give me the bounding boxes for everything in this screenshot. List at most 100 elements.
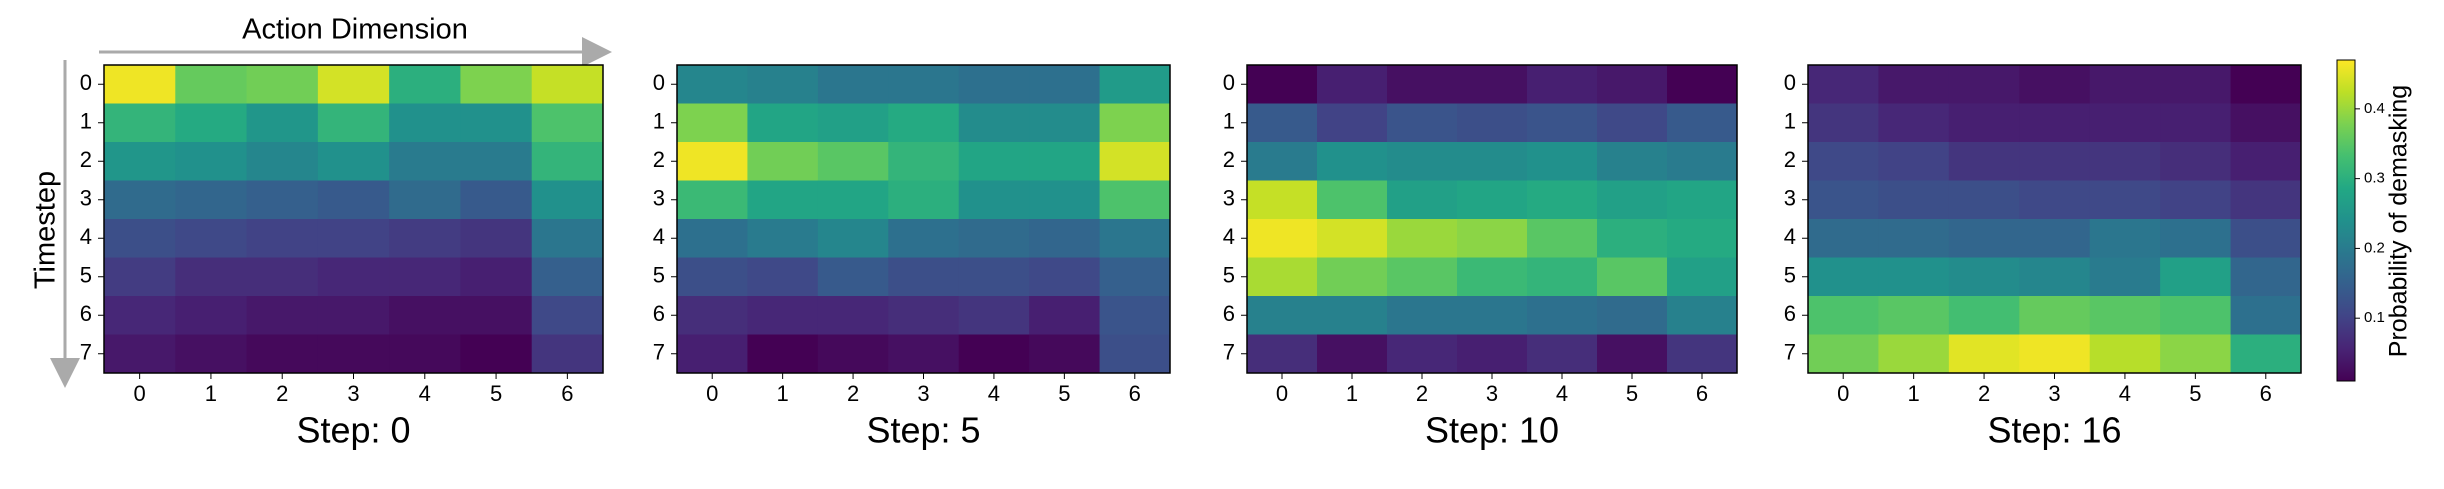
heatmap-cell — [317, 334, 390, 374]
heatmap-cell — [1808, 296, 1879, 335]
heatmap-cell — [1667, 296, 1738, 335]
heatmap-cell — [1808, 142, 1879, 181]
heatmap-cell — [1878, 219, 1950, 258]
heatmap-cell — [677, 65, 748, 104]
heatmap-cell — [104, 180, 176, 220]
heatmap-cell — [104, 142, 176, 181]
heatmap-cell — [1527, 142, 1598, 181]
heatmap-cell — [1387, 257, 1458, 297]
heatmap-cell — [1029, 180, 1101, 220]
heatmap-cell — [2160, 103, 2232, 143]
heatmap-cell — [1387, 219, 1458, 258]
heatmap-cell — [958, 219, 1030, 258]
heatmap-cell — [317, 296, 390, 335]
y-tick-label: 6 — [80, 301, 92, 326]
heatmap-cell — [817, 219, 889, 258]
y-tick-label: 7 — [1784, 340, 1796, 365]
heatmap-cell — [317, 65, 390, 104]
x-tick-label: 0 — [134, 381, 146, 406]
heatmap-cell — [1457, 257, 1528, 297]
heatmap-cell — [1247, 180, 1318, 220]
heatmap-cell — [677, 296, 748, 335]
heatmap-cell — [747, 103, 819, 143]
heatmap-cell — [1317, 103, 1388, 143]
heatmap-cell — [1667, 103, 1738, 143]
y-tick-label: 4 — [1223, 224, 1235, 249]
heatmap-cell — [1457, 219, 1528, 258]
heatmap-cell — [817, 65, 889, 104]
heatmap-cell — [958, 180, 1030, 220]
heatmap-cell — [460, 180, 533, 220]
heatmap-cell — [246, 65, 319, 104]
heatmap-cell — [175, 65, 248, 104]
heatmap-cell — [1948, 180, 2020, 220]
heatmap-cell — [958, 257, 1030, 297]
heatmap-cell — [1317, 65, 1388, 104]
chart-title: Step: 0 — [296, 410, 410, 451]
heatmap-cell — [1667, 257, 1738, 297]
heatmap-cell — [1317, 219, 1388, 258]
heatmap-cell — [888, 65, 960, 104]
heatmap-cell — [677, 180, 748, 220]
y-tick-label: 7 — [80, 340, 92, 365]
heatmap-cell — [175, 334, 248, 374]
heatmap-cell — [888, 142, 960, 181]
heatmap-cell — [2160, 296, 2232, 335]
heatmap-cell — [1527, 219, 1598, 258]
heatmap-cell — [246, 142, 319, 181]
heatmap-cell — [2089, 180, 2161, 220]
heatmap-cell — [2230, 103, 2302, 143]
heatmap-cell — [1667, 334, 1738, 374]
x-tick-label: 1 — [777, 381, 789, 406]
heatmap-cell — [1099, 257, 1171, 297]
heatmap-cell — [1099, 103, 1171, 143]
heatmap-cell — [2160, 257, 2232, 297]
y-tick-label: 7 — [653, 340, 665, 365]
heatmap-cell — [1457, 103, 1528, 143]
heatmap-cell — [2019, 65, 2091, 104]
heatmap-cell — [1317, 142, 1388, 181]
x-tick-label: 5 — [1058, 381, 1070, 406]
heatmap-cell — [2089, 334, 2161, 374]
heatmap-cell — [888, 180, 960, 220]
heatmap-cell — [1029, 142, 1101, 181]
heatmap-cell — [2089, 219, 2161, 258]
x-tick-label: 2 — [1416, 381, 1428, 406]
colorbar-tick-label: 0.4 — [2364, 100, 2385, 117]
heatmap-cell — [104, 257, 176, 297]
x-tick-label: 4 — [1556, 381, 1568, 406]
heatmap-cell — [1457, 180, 1528, 220]
heatmap-cell — [2230, 334, 2302, 374]
heatmap-cell — [1387, 103, 1458, 143]
heatmap-cell — [1878, 142, 1950, 181]
y-tick-label: 2 — [80, 147, 92, 172]
y-tick-label: 5 — [653, 263, 665, 288]
heatmap-cell — [1099, 334, 1171, 374]
heatmap-cell — [1247, 103, 1318, 143]
heatmap-cell — [747, 219, 819, 258]
heatmap-cell — [531, 219, 604, 258]
heatmap-cell — [1247, 257, 1318, 297]
heatmap-cell — [1527, 103, 1598, 143]
x-tick-label: 0 — [1837, 381, 1849, 406]
heatmap-cell — [1099, 65, 1171, 104]
y-tick-label: 5 — [80, 263, 92, 288]
heatmap-cell — [1029, 334, 1101, 374]
y-tick-label: 0 — [80, 70, 92, 95]
heatmap-cell — [2089, 142, 2161, 181]
colorbar-tick-label: 0.3 — [2364, 170, 2385, 187]
heatmap-cell — [2230, 142, 2302, 181]
heatmap-cell — [1527, 257, 1598, 297]
heatmap-cell — [1099, 296, 1171, 335]
chart-title: Step: 16 — [1987, 410, 2121, 451]
x-tick-label: 1 — [1908, 381, 1920, 406]
heatmap-cell — [1878, 334, 1950, 374]
heatmap-cell — [747, 334, 819, 374]
y-tick-label: 0 — [1784, 70, 1796, 95]
heatmap-cell — [2230, 296, 2302, 335]
heatmap-cell — [1597, 257, 1668, 297]
heatmap-cell — [888, 257, 960, 297]
heatmap-cell — [389, 180, 461, 220]
heatmap-cell — [677, 257, 748, 297]
y-tick-label: 1 — [1223, 109, 1235, 134]
